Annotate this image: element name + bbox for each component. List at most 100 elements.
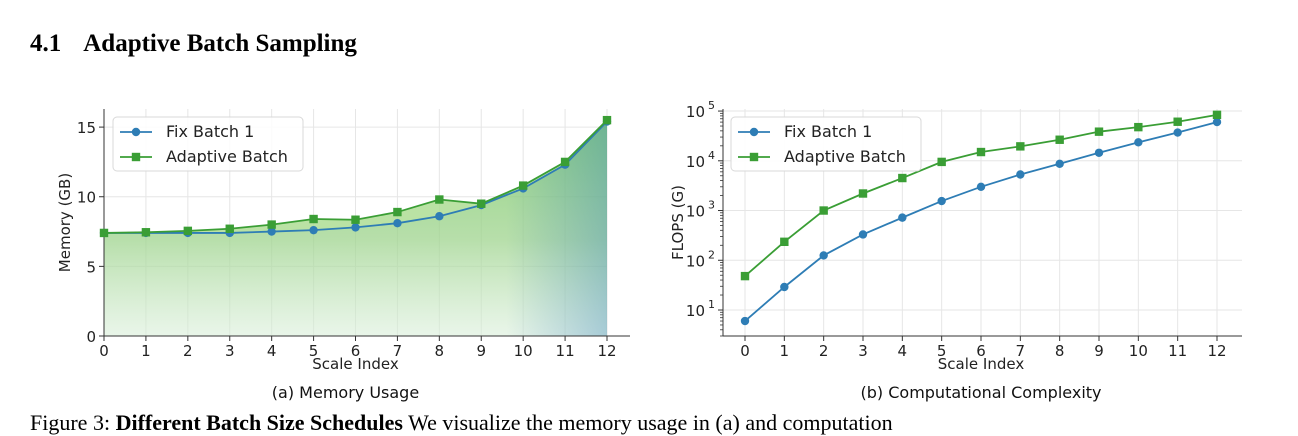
- figure-caption: Figure 3: Different Batch Size Schedules…: [30, 410, 893, 436]
- y-tick-label: 10 1: [686, 298, 715, 320]
- fix-batch-series: [740, 117, 1222, 326]
- data-point: [560, 157, 570, 167]
- x-tick-label: 2: [183, 342, 193, 360]
- data-point: [1016, 142, 1025, 151]
- y-tick-base: 10: [686, 203, 705, 221]
- data-point: [183, 226, 193, 236]
- data-point: [1173, 117, 1182, 126]
- y-axis-label: Memory (GB): [56, 173, 74, 272]
- section-heading: 4.1 Adaptive Batch Sampling: [30, 30, 357, 58]
- figure-caption-prefix: Figure 3:: [30, 410, 111, 435]
- data-point: [858, 189, 868, 198]
- x-tick-label: 3: [225, 342, 235, 360]
- adaptive-batch-series: [99, 115, 612, 238]
- data-point: [898, 173, 907, 183]
- y-tick-exponent: 2: [708, 248, 715, 261]
- x-tick-label: 8: [435, 342, 445, 360]
- y-tick-exponent: 1: [708, 298, 715, 311]
- x-tick-label: 6: [351, 342, 361, 360]
- legend-marker: [131, 127, 141, 137]
- y-tick-base: 10: [686, 252, 705, 270]
- data-point: [1134, 138, 1143, 147]
- y-tick-label: 5: [86, 258, 96, 276]
- data-point: [393, 218, 402, 228]
- data-point: [898, 213, 907, 222]
- data-point: [1212, 117, 1222, 127]
- x-axis-label: Scale Index: [312, 355, 399, 373]
- x-tick-label: 2: [819, 342, 829, 360]
- chart-caption: (a) Memory Usage: [272, 383, 419, 402]
- x-tick-label: 0: [740, 342, 750, 360]
- data-point: [141, 228, 151, 237]
- y-tick-label: 10 4: [686, 149, 715, 171]
- data-point: [309, 214, 318, 224]
- chart-caption: (b) Computational Complexity: [861, 383, 1102, 402]
- data-point: [819, 206, 828, 215]
- x-tick-label: 6: [976, 342, 986, 360]
- x-tick-label: 5: [937, 342, 947, 360]
- y-tick-label: 10: [77, 189, 96, 207]
- x-tick-label: 12: [597, 342, 616, 360]
- figure-caption-rest: We visualize the memory usage in (a) and…: [408, 410, 893, 435]
- data-point: [1016, 170, 1025, 179]
- x-tick-label: 10: [1129, 342, 1148, 360]
- data-point: [976, 182, 986, 191]
- x-tick-label: 10: [514, 342, 533, 360]
- y-tick-exponent: 5: [708, 99, 715, 112]
- x-tick-label: 3: [858, 342, 868, 360]
- data-point: [393, 207, 402, 217]
- data-point: [309, 225, 318, 235]
- x-tick-label: 9: [476, 342, 486, 360]
- data-point: [858, 230, 868, 239]
- y-tick-base: 10: [686, 153, 705, 171]
- data-point: [1055, 159, 1064, 169]
- y-tick-exponent: 3: [708, 199, 715, 212]
- y-tick-label: 15: [77, 119, 96, 137]
- data-point: [819, 251, 828, 260]
- x-tick-label: 5: [309, 342, 319, 360]
- data-point: [435, 195, 444, 204]
- y-axis-label: FLOPS (G): [669, 185, 687, 260]
- data-point: [937, 157, 946, 167]
- data-point: [99, 228, 109, 238]
- y-tick-label: 10 2: [686, 248, 715, 270]
- x-tick-label: 0: [99, 342, 109, 360]
- data-point: [477, 199, 486, 208]
- data-point: [976, 147, 986, 157]
- y-tick-base: 10: [686, 302, 705, 320]
- data-point: [780, 282, 789, 292]
- data-point: [602, 115, 612, 125]
- adaptive-batch-series: [740, 110, 1222, 281]
- x-tick-label: 1: [780, 342, 790, 360]
- data-point: [1094, 148, 1104, 157]
- data-point: [1094, 127, 1104, 136]
- data-point: [435, 212, 444, 221]
- y-tick-label: 10 3: [686, 199, 715, 221]
- x-tick-label: 11: [556, 342, 575, 360]
- x-tick-label: 4: [898, 342, 908, 360]
- x-tick-label: 11: [1168, 342, 1187, 360]
- data-point: [351, 215, 360, 224]
- y-tick-exponent: 4: [708, 149, 715, 162]
- data-point: [740, 316, 750, 326]
- data-point: [740, 271, 750, 281]
- data-point: [267, 227, 276, 236]
- data-point: [780, 237, 789, 247]
- legend-marker: [131, 152, 141, 162]
- legend-box: [730, 116, 922, 172]
- x-tick-label: 7: [393, 342, 403, 360]
- x-tick-label: 8: [1055, 342, 1065, 360]
- data-point: [937, 196, 946, 206]
- legend-label: Fix Batch 1: [166, 122, 254, 141]
- data-point: [267, 220, 276, 229]
- x-tick-label: 4: [267, 342, 277, 360]
- x-axis-label: Scale Index: [938, 355, 1025, 373]
- x-tick-label: 1: [141, 342, 151, 360]
- x-tick-label: 7: [1016, 342, 1026, 360]
- legend-label: Adaptive Batch: [784, 147, 906, 166]
- y-tick-label: 10 5: [686, 99, 715, 121]
- data-point: [351, 223, 360, 232]
- data-point: [518, 181, 528, 190]
